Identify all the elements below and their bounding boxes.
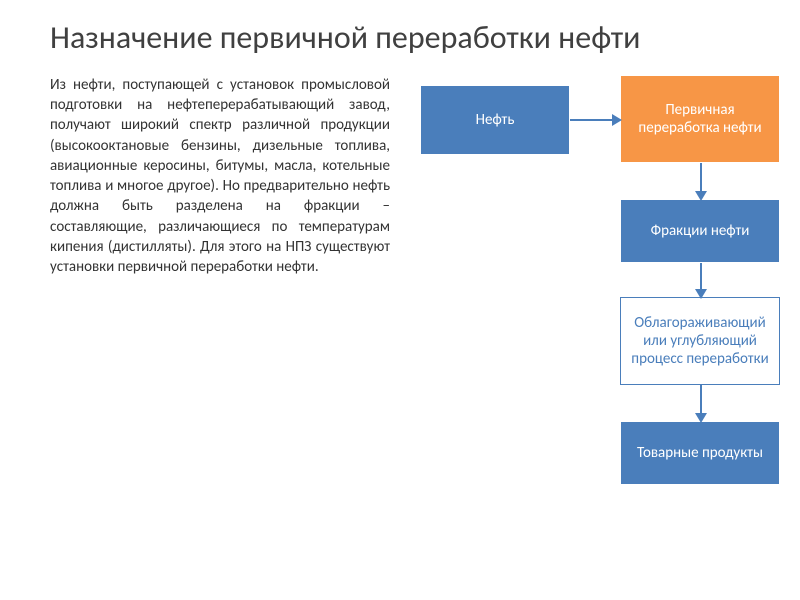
arrow-head-3 bbox=[695, 413, 707, 423]
arrow-head-0 bbox=[612, 114, 622, 126]
arrow-head-1 bbox=[695, 191, 707, 201]
flowchart-node-n2: Первичная переработка нефти bbox=[620, 75, 780, 163]
arrow-2 bbox=[700, 263, 702, 289]
flowchart: НефтьПервичная переработка нефтиФракции … bbox=[420, 75, 760, 515]
page-title: Назначение первичной переработки нефти bbox=[50, 20, 760, 57]
arrow-0 bbox=[570, 119, 612, 121]
body-paragraph: Из нефти, поступающей с установок промыс… bbox=[50, 75, 390, 515]
content-row: Из нефти, поступающей с установок промыс… bbox=[50, 75, 760, 515]
flowchart-node-n4: Облагораживающий или углубляющий процесс… bbox=[620, 297, 780, 385]
arrow-head-2 bbox=[695, 289, 707, 299]
flowchart-node-n5: Товарные продукты bbox=[620, 421, 780, 485]
flowchart-node-n1: Нефть bbox=[420, 85, 570, 155]
arrow-1 bbox=[700, 163, 702, 191]
flowchart-node-n3: Фракции нефти bbox=[620, 199, 780, 263]
arrow-3 bbox=[700, 385, 702, 413]
slide: Назначение первичной переработки нефти И… bbox=[0, 0, 800, 600]
